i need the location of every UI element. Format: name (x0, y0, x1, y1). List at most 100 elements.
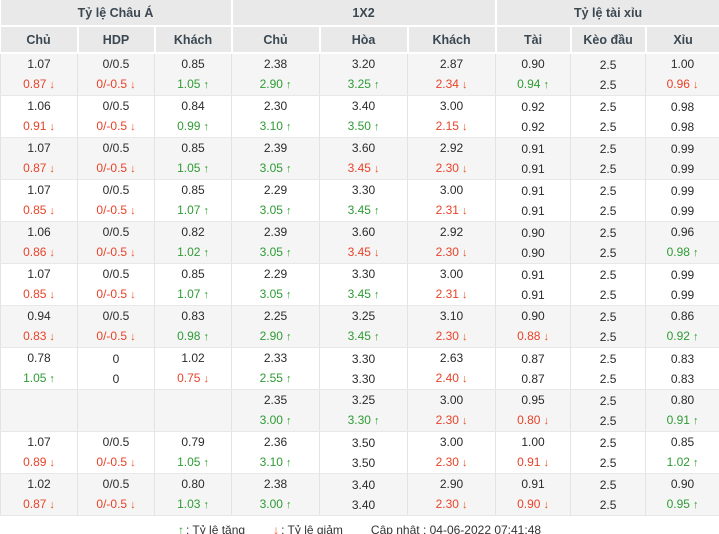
odds-value: 3.25 (351, 393, 376, 407)
up-arrow-icon: ↑ (203, 499, 209, 511)
odds-cell: 0.85 1.05 ↑ (154, 53, 233, 96)
odds-cell: 2.5 2.5 (570, 347, 647, 390)
odds-value: 0/-0.5 (96, 497, 128, 511)
column-header-draw: Hòa (319, 26, 409, 54)
odds-value: 0/0.5 (102, 435, 130, 449)
header-group-asian-odds: Tỷ lệ Châu Á (0, 0, 233, 27)
odds-value: 3.10 (439, 309, 464, 323)
odds-value: 2.5 (599, 351, 617, 366)
column-header-away-1x2: Khách (407, 26, 497, 54)
odds-cell: 2.39 3.05 ↑ (231, 221, 321, 264)
odds-value: 2.90 (439, 477, 464, 491)
odds-cell: 0.78 1.05 ↑ (0, 347, 78, 390)
odds-value: 2.5 (599, 183, 617, 198)
odds-value: 3.45 (347, 329, 371, 343)
odds-cell: 0/0.5 0/-0.5 ↓ (77, 473, 155, 516)
down-arrow-icon: ↓ (373, 163, 380, 175)
header-group-over-under: Tỷ lệ tài xỉu (495, 0, 719, 27)
odds-cell: 2.38 3.00 ↑ (231, 473, 321, 516)
odds-value: 3.60 (351, 225, 376, 239)
down-arrow-icon: ↓ (130, 289, 136, 301)
odds-value: 1.00 (670, 57, 695, 71)
odds-cell: 3.50 3.50 (319, 431, 409, 474)
odds-value: 3.40 (351, 477, 376, 492)
odds-value: 0.85 (181, 57, 205, 71)
odds-value: 3.40 (351, 99, 376, 113)
odds-value: 3.60 (351, 141, 376, 155)
odds-value: 2.90 (259, 329, 283, 343)
odds-value: 2.29 (263, 267, 288, 281)
odds-value: 0.99 (670, 203, 695, 218)
odds-value: 2.5 (599, 225, 617, 240)
odds-value: 3.30 (351, 371, 376, 386)
odds-value: 2.5 (599, 245, 617, 260)
odds-cell: 1.07 0.89 ↓ (0, 431, 78, 474)
odds-value: 0.82 (181, 225, 205, 239)
up-arrow-icon: ↑ (49, 373, 55, 385)
odds-value: 2.5 (599, 267, 617, 282)
odds-cell: 3.00 2.15 ↓ (407, 95, 497, 138)
odds-cell: 2.29 3.05 ↑ (231, 179, 321, 222)
odds-value: 3.50 (347, 119, 371, 133)
odds-cell: 2.92 2.30 ↓ (407, 221, 497, 264)
odds-value: 0 (112, 371, 120, 386)
odds-value: 2.5 (599, 77, 617, 92)
odds-value: 0.92 (521, 99, 545, 114)
odds-value: 2.30 (263, 99, 288, 113)
odds-value: 3.10 (259, 455, 283, 469)
odds-value: 0/0.5 (102, 477, 130, 491)
odds-cell: 0.80 1.03 ↑ (154, 473, 233, 516)
odds-value: 0.94 (27, 309, 51, 323)
down-arrow-icon: ↓ (130, 205, 136, 217)
odds-cell: 0.92 0.92 (495, 95, 572, 138)
odds-value: 2.39 (263, 225, 288, 239)
odds-value: 0.90 (670, 477, 695, 491)
odds-value: 0.88 (517, 329, 541, 343)
odds-value: 3.00 (259, 413, 283, 427)
up-arrow-icon: ↑ (203, 331, 209, 343)
up-arrow-icon: ↑ (285, 163, 292, 175)
header-group-1x2: 1X2 (231, 0, 497, 27)
odds-cell: 0.83 0.83 (645, 347, 719, 390)
odds-value: 2.5 (599, 161, 617, 176)
odds-value: 2.40 (435, 371, 459, 385)
up-arrow-icon: ↑ (203, 289, 209, 301)
odds-value: 2.5 (599, 287, 617, 302)
odds-value: 0.90 (517, 497, 541, 511)
odds-value: 0/-0.5 (96, 329, 128, 343)
odds-value: 3.00 (439, 267, 464, 281)
odds-cell: 1.07 0.85 ↓ (0, 263, 78, 306)
odds-cell: 2.5 2.5 (570, 305, 647, 348)
odds-cell: 0/0.5 0/-0.5 ↓ (77, 431, 155, 474)
odds-value: 2.36 (263, 435, 288, 449)
odds-value: 0.96 (666, 77, 690, 91)
odds-value: 0.99 (177, 119, 201, 133)
odds-value: 2.31 (435, 203, 459, 217)
down-arrow-icon: ↓ (373, 247, 380, 259)
odds-cell: 2.5 2.5 (570, 221, 647, 264)
odds-cell: 0.80 0.91 ↑ (645, 389, 719, 432)
odds-value: 2.87 (439, 57, 464, 71)
odds-cell: 0.91 0.91 (495, 137, 572, 180)
odds-cell: 2.5 2.5 (570, 389, 647, 432)
odds-cell: 0/0.5 0/-0.5 ↓ (77, 95, 155, 138)
down-arrow-icon: ↓ (461, 205, 468, 217)
down-arrow-icon: ↓ (461, 415, 468, 427)
odds-value: 2.30 (435, 329, 459, 343)
odds-value: 1.07 (177, 203, 201, 217)
odds-cell: 0.84 0.99 ↑ (154, 95, 233, 138)
odds-value: 0.92 (521, 119, 545, 134)
odds-value: 0.99 (670, 287, 695, 302)
odds-value: 1.02 (666, 455, 690, 469)
odds-value: 0/0.5 (102, 57, 130, 71)
odds-value: 2.63 (439, 351, 464, 365)
odds-value: 0.89 (23, 455, 47, 469)
odds-value: 0.86 (670, 309, 695, 323)
odds-cell: 3.30 3.45 ↑ (319, 263, 409, 306)
up-arrow-icon: ↑ (285, 289, 292, 301)
odds-cell: 0.99 0.99 (645, 137, 719, 180)
down-arrow-icon: ↓ (273, 523, 280, 534)
odds-value: 2.92 (439, 141, 464, 155)
odds-cell: 0/0.5 0/-0.5 ↓ (77, 137, 155, 180)
odds-value: 0/-0.5 (96, 77, 128, 91)
